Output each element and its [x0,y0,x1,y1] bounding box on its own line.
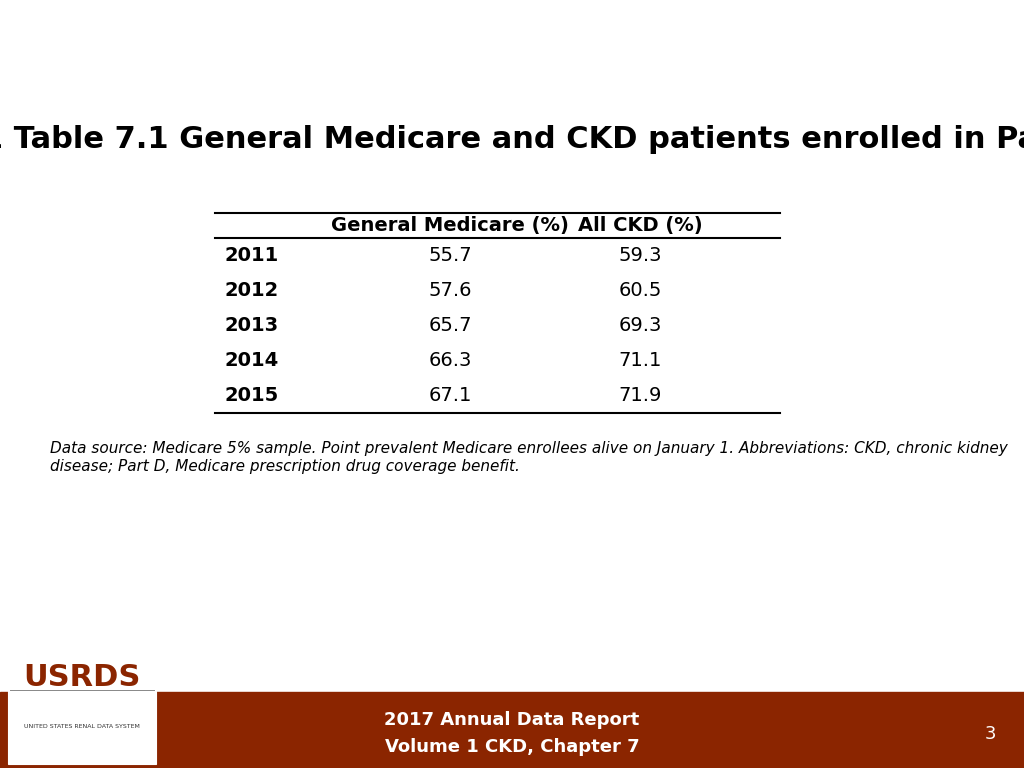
Text: 57.6: 57.6 [428,281,472,300]
Text: 65.7: 65.7 [428,316,472,335]
Text: 71.1: 71.1 [618,351,662,370]
Text: 2011: 2011 [225,246,280,265]
Text: USRDS: USRDS [24,664,140,693]
Text: 2017 Annual Data Report: 2017 Annual Data Report [384,711,640,729]
Text: 67.1: 67.1 [428,386,472,405]
Text: 60.5: 60.5 [618,281,662,300]
Bar [8,666,156,764]
Bar [0,692,1024,768]
Text: All CKD (%): All CKD (%) [578,216,702,235]
Text: General Medicare (%): General Medicare (%) [331,216,569,235]
Text: 2014: 2014 [225,351,280,370]
Text: Data source: Medicare 5% sample. Point prevalent Medicare enrollees alive on Jan: Data source: Medicare 5% sample. Point p… [50,441,1008,456]
Text: 59.3: 59.3 [618,246,662,265]
Text: disease; Part D, Medicare prescription drug coverage benefit.: disease; Part D, Medicare prescription d… [50,459,520,474]
Text: 71.9: 71.9 [618,386,662,405]
Text: 66.3: 66.3 [428,351,472,370]
Text: UNITED STATES RENAL DATA SYSTEM: UNITED STATES RENAL DATA SYSTEM [24,723,140,729]
Text: 55.7: 55.7 [428,246,472,265]
Text: 69.3: 69.3 [618,316,662,335]
Text: Volume 1 CKD, Chapter 7: Volume 1 CKD, Chapter 7 [385,738,639,756]
Text: 2015: 2015 [225,386,280,405]
Text: 2012: 2012 [225,281,280,300]
Text: 2013: 2013 [225,316,280,335]
Text: 3: 3 [984,725,995,743]
Text: vol 1 Table 7.1 General Medicare and CKD patients enrolled in Part D: vol 1 Table 7.1 General Medicare and CKD… [0,125,1024,154]
